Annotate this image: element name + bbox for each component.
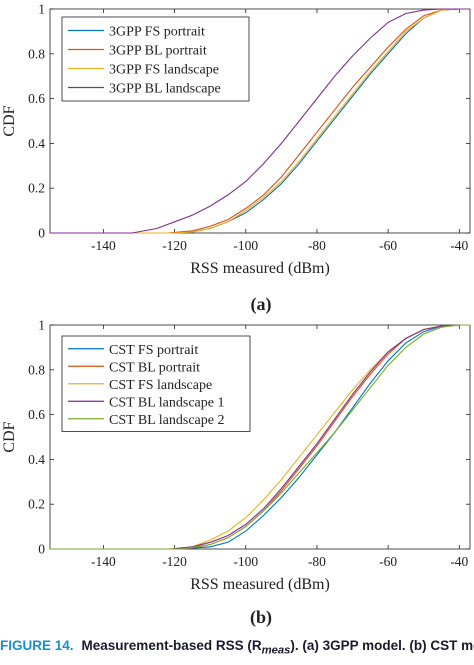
caption-text-after: ). (a) 3GPP model. (b) CST model. [290,638,474,653]
y-tick-label: 0.2 [28,497,45,512]
y-tick-label: 0.4 [28,452,45,467]
y-tick-label: 0.8 [28,362,45,377]
caption-subscript: meas [261,644,291,657]
legend-label: CST FS landscape [109,378,212,393]
chart-panel-a: -140 -120 -100 -80 -60 -40 0 0.2 0.4 0.6 0.8 1 RSS m… [1,2,471,315]
x-tick-label: -60 [379,554,397,569]
y-tick-label: 0.4 [28,136,45,151]
x-tick-label: -140 [91,238,116,253]
figure-caption: FIGURE 14. Measurement-based RSS (Rmeas).… [0,638,474,665]
x-tick-label: -40 [450,238,468,253]
legend-label: CST BL landscape 1 [109,395,225,410]
x-tick-label: -120 [162,238,187,253]
series-line-4 [50,8,470,234]
x-tick-label: -80 [308,238,326,253]
y-axis-label: CDF [1,421,18,452]
legend-label: 3GPP FS portrait [109,25,205,40]
plot-area [49,8,471,234]
y-tick-label: 1 [38,2,45,17]
y-tick-label: 1 [38,318,45,333]
y-tick-label: 0.6 [28,91,45,106]
plot-area [49,324,471,550]
y-tick-label: 0.8 [28,46,45,61]
y-tick-label: 0 [38,542,45,557]
series-line-5 [50,324,470,550]
y-axis-label: CDF [1,105,18,136]
y-tick-label: 0.2 [28,181,45,196]
legend-label: CST BL landscape 2 [109,413,225,428]
panel-label: (a) [251,294,272,315]
x-tick-label: -100 [233,238,258,253]
legend-label: 3GPP FS landscape [109,63,219,78]
caption-label: FIGURE 14. [0,638,74,653]
x-tick-label: -80 [308,554,326,569]
x-tick-label: -100 [233,554,258,569]
x-axis-label: RSS measured (dBm) [190,576,330,593]
series-line-2 [50,8,470,234]
legend-label: CST BL portrait [109,360,200,375]
y-tick-label: 0 [38,226,45,241]
x-tick-label: -140 [91,554,116,569]
x-tick-label: -40 [450,554,468,569]
legend-label: 3GPP BL landscape [109,82,221,97]
series-line-1 [50,324,470,550]
chart-panel-b: -140 -120 -100 -80 -60 -40 0 0.2 0.4 0.6 0.8 1 RSS m… [1,318,471,628]
x-axis-label: RSS measured (dBm) [190,260,330,277]
x-tick-label: -60 [379,238,397,253]
legend-label: 3GPP BL portrait [109,44,207,59]
series-line-4 [50,324,470,550]
y-tick-label: 0.6 [28,407,45,422]
x-tick-label: -120 [162,554,187,569]
panel-label: (b) [250,607,272,628]
legend-label: CST FS portrait [109,343,198,358]
series-line-3 [50,8,470,234]
caption-text: Measurement-based RSS (R [81,638,262,653]
